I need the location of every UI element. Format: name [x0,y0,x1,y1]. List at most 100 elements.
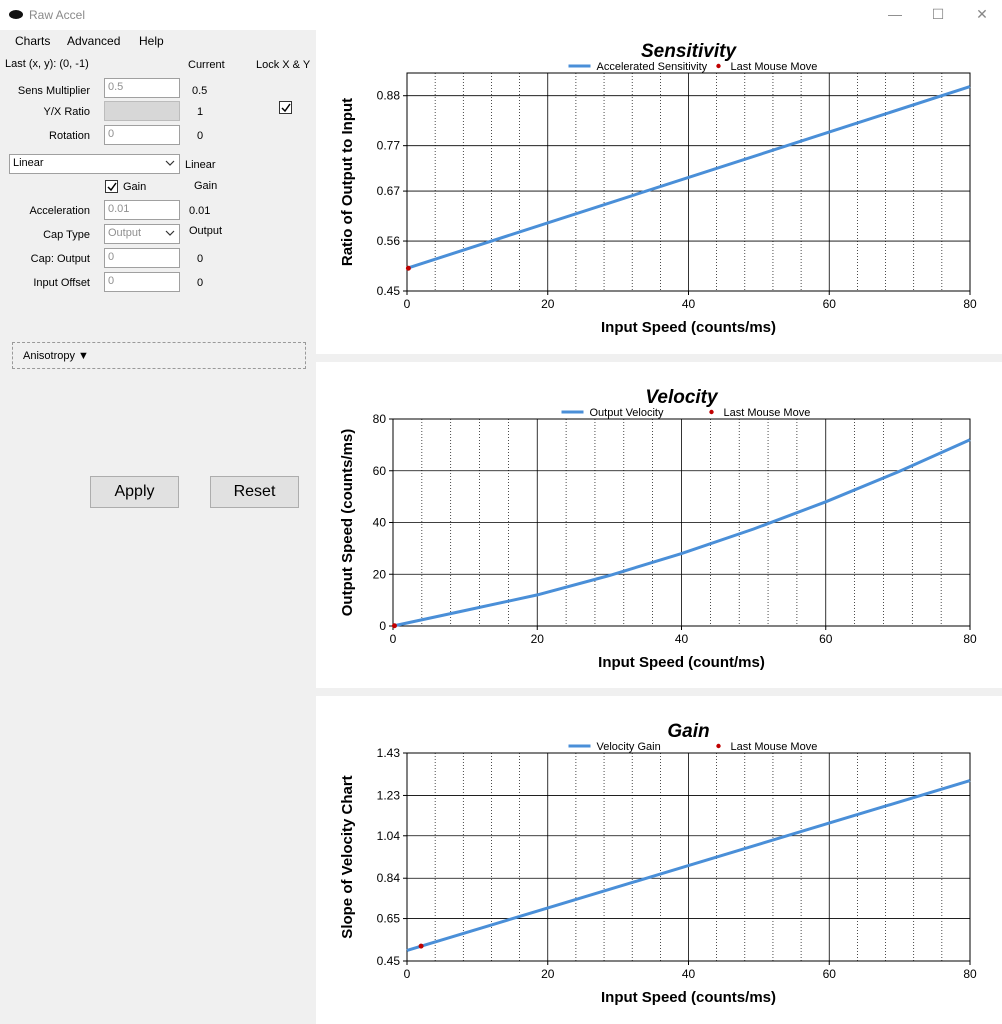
x-tick-label: 80 [963,632,977,646]
chevron-down-icon [165,160,175,166]
menu-bar: Charts Advanced Help [0,30,316,52]
rotation-current: 0 [197,130,204,142]
x-tick-label: 20 [541,297,555,311]
chart-separator [316,354,1002,362]
yx-ratio-current: 1 [197,106,204,118]
y-tick-label: 1.43 [377,746,401,760]
check-icon [281,103,291,113]
plot-frame [406,752,971,962]
gain-checkbox-label: Gain [123,181,147,193]
accel-type-value: Linear [13,157,44,169]
x-axis-label: Input Speed (counts/ms) [601,319,776,336]
input-offset-current: 0 [197,277,204,289]
x-tick-label: 20 [531,632,545,646]
y-tick-label: 80 [373,412,387,426]
y-tick-label: 0.84 [377,871,401,885]
cap-output-label: Cap: Output [30,253,90,265]
cap-type-value: Output [108,227,142,239]
minimize-button[interactable]: — [888,6,902,22]
series-line [406,85,971,270]
chart-title: Gain [667,721,709,742]
chevron-down-icon [165,230,175,236]
sens-multiplier-current: 0.5 [192,85,208,97]
cap-type-current: Output [189,225,223,237]
lock-xy-header: Lock X & Y [256,59,311,71]
acceleration-input[interactable]: 0.01 [104,200,180,220]
x-tick-label: 60 [823,297,837,311]
y-tick-label: 0.45 [377,954,401,968]
accel-type-dropdown[interactable]: Linear [9,154,180,174]
y-tick-label: 1.04 [377,829,401,843]
title-bar: Raw Accel — ☐ ✕ [0,0,1002,30]
menu-charts[interactable]: Charts [15,34,51,48]
legend-last-move-label: Last Mouse Move [731,741,818,753]
y-tick-label: 20 [373,567,387,581]
x-tick-label: 60 [819,632,833,646]
cap-type-label: Cap Type [43,229,90,241]
anisotropy-label: Anisotropy ▼ [23,350,89,362]
reset-button[interactable]: Reset [210,476,299,508]
rotation-input[interactable]: 0 [104,125,180,145]
apply-button[interactable]: Apply [90,476,179,508]
sensitivity-chart-panel: Sensitivity Accelerated Sensitivity Last M… [316,30,1002,354]
sens-multiplier-label: Sens Multiplier [17,85,90,97]
y-tick-label: 0.65 [377,912,401,926]
legend-last-move-swatch [709,409,714,415]
yx-ratio-label: Y/X Ratio [43,106,90,118]
x-tick-label: 80 [963,297,977,311]
y-tick-label: 0.77 [377,139,401,153]
y-tick-label: 0.56 [377,234,401,248]
last-mouse-move-point [405,265,411,271]
chart-title: Sensitivity [641,41,737,62]
y-tick-label: 60 [373,464,387,478]
chart-separator [316,688,1002,696]
accel-type-current: Linear [185,159,216,171]
legend-series-label: Accelerated Sensitivity [597,61,708,73]
maximize-button[interactable]: ☐ [931,6,945,22]
rotation-label: Rotation [49,130,90,142]
cap-type-dropdown[interactable]: Output [104,224,180,244]
legend-series-label: Velocity Gain [597,741,661,753]
y-tick-label: 1.23 [377,788,401,802]
mouse-icon [9,10,23,19]
y-axis-label: Output Speed (counts/ms) [339,429,356,617]
input-offset-input[interactable]: 0 [104,272,180,292]
legend-last-move-label: Last Mouse Move [731,61,818,73]
x-tick-label: 40 [682,967,696,981]
sens-multiplier-input[interactable]: 0.5 [104,78,180,98]
yx-ratio-input[interactable] [104,101,180,121]
y-axis-label: Ratio of Output to Input [339,98,356,266]
window-title: Raw Accel [29,8,86,22]
menu-advanced[interactable]: Advanced [67,34,121,48]
anisotropy-toggle[interactable]: Anisotropy ▼ [12,342,306,369]
acceleration-current: 0.01 [189,205,211,217]
y-tick-label: 0.67 [377,184,401,198]
x-tick-label: 40 [675,632,689,646]
y-tick-label: 0.88 [377,89,401,103]
y-axis-label: Slope of Velocity Chart [339,775,356,938]
last-mouse-move-point [418,943,424,949]
cap-output-current: 0 [197,253,204,265]
gain-current: Gain [194,180,218,192]
input-offset-label: Input Offset [33,277,90,289]
close-button[interactable]: ✕ [976,6,988,22]
lock-xy-checkbox[interactable] [279,101,292,114]
series-line [406,779,971,952]
legend-last-move-swatch [716,743,721,749]
velocity-chart-panel: Velocity Output Velocity Last Mouse Move 0 2… [316,362,1002,688]
gain-checkbox[interactable] [105,180,118,193]
x-axis-label: Input Speed (counts/ms) [601,989,776,1006]
plot-frame [392,418,971,627]
cap-output-input[interactable]: 0 [104,248,180,268]
x-axis-label: Input Speed (count/ms) [598,654,765,671]
legend-last-move-swatch [716,63,721,69]
menu-help[interactable]: Help [139,34,164,48]
legend-last-move-label: Last Mouse Move [724,407,811,419]
x-tick-label: 0 [390,632,397,646]
x-tick-label: 0 [404,297,411,311]
y-tick-label: 0 [379,619,386,633]
last-xy-readout: Last (x, y): (0, -1) [5,58,89,70]
plot-frame [406,72,971,292]
settings-panel: Last (x, y): (0, -1) Current Lock X & Y … [0,52,316,1024]
